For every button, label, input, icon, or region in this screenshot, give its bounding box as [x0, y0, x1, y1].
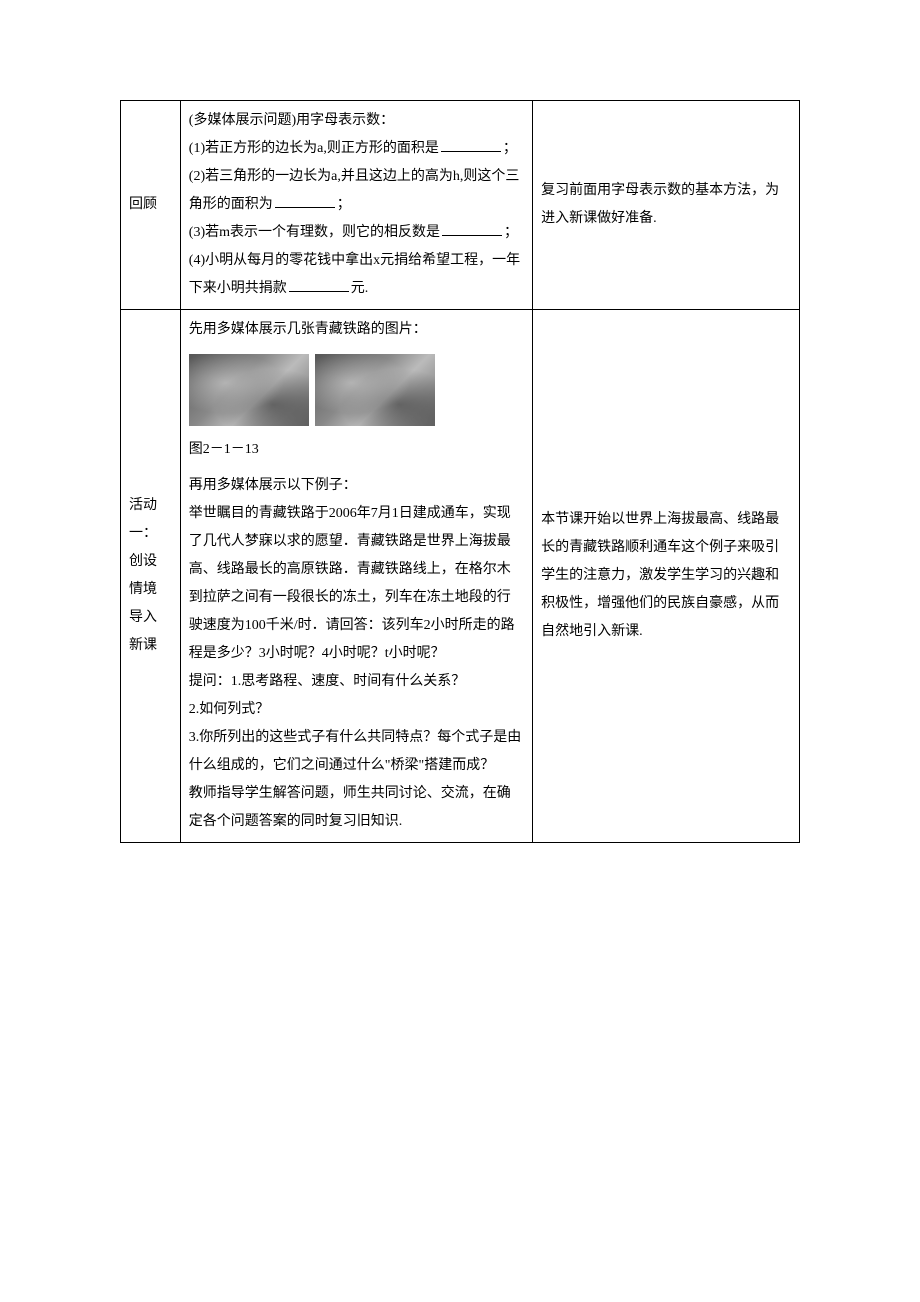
figure-caption: 图2－1－13: [189, 436, 524, 464]
content-line: (4)小明从每月的零花钱中拿出x元捐给希望工程，一年下来小明共捐款元.: [189, 247, 524, 303]
row-label: 回顾: [129, 197, 157, 212]
content-line: 举世瞩目的青藏铁路于2006年7月1日建成通车，实现了几代人梦寐以求的愿望．青藏…: [189, 500, 524, 668]
row-notes-cell: 本节课开始以世界上海拔最高、线路最长的青藏铁路顺利通车这个例子来吸引学生的注意力…: [533, 310, 800, 843]
content-line: 再用多媒体展示以下例子：: [189, 472, 524, 500]
content-line: 3.你所列出的这些式子有什么共同特点？每个式子是由什么组成的，它们之间通过什么"…: [189, 724, 524, 780]
fill-blank: [289, 278, 349, 292]
fill-blank: [275, 194, 335, 208]
label-line: 情境: [129, 576, 172, 604]
row-notes-cell: 复习前面用字母表示数的基本方法，为进入新课做好准备.: [533, 101, 800, 310]
railway-image-right: [315, 354, 435, 426]
label-line: 新课: [129, 632, 172, 660]
label-line: 活动: [129, 492, 172, 520]
lesson-plan-table: 回顾 (多媒体展示问题)用字母表示数： (1)若正方形的边长为a,则正方形的面积…: [120, 100, 800, 843]
railway-image-left: [189, 354, 309, 426]
table-row: 活动 一： 创设 情境 导入 新课 先用多媒体展示几张青藏铁路的图片： 图2－1…: [121, 310, 800, 843]
label-line: 创设: [129, 548, 172, 576]
label-line: 一：: [129, 520, 172, 548]
fill-blank: [442, 222, 502, 236]
row-label-cell: 回顾: [121, 101, 181, 310]
content-line: 提问：1.思考路程、速度、时间有什么关系？: [189, 668, 524, 696]
content-line: 教师指导学生解答问题，师生共同讨论、交流，在确定各个问题答案的同时复习旧知识.: [189, 780, 524, 836]
content-line: (3)若m表示一个有理数，则它的相反数是；: [189, 219, 524, 247]
content-line: (2)若三角形的一边长为a,并且这边上的高为h,则这个三角形的面积为；: [189, 163, 524, 219]
content-line: (1)若正方形的边长为a,则正方形的面积是；: [189, 135, 524, 163]
intro-text: 先用多媒体展示几张青藏铁路的图片：: [189, 316, 524, 344]
notes-text: 本节课开始以世界上海拔最高、线路最长的青藏铁路顺利通车这个例子来吸引学生的注意力…: [541, 506, 791, 646]
content-line: (多媒体展示问题)用字母表示数：: [189, 107, 524, 135]
row-label-cell: 活动 一： 创设 情境 导入 新课: [121, 310, 181, 843]
content-line: 2.如何列式？: [189, 696, 524, 724]
images-row: [189, 354, 524, 426]
label-line: 导入: [129, 604, 172, 632]
row-content-cell: (多媒体展示问题)用字母表示数： (1)若正方形的边长为a,则正方形的面积是； …: [180, 101, 532, 310]
notes-text: 复习前面用字母表示数的基本方法，为进入新课做好准备.: [541, 177, 791, 233]
table-row: 回顾 (多媒体展示问题)用字母表示数： (1)若正方形的边长为a,则正方形的面积…: [121, 101, 800, 310]
fill-blank: [441, 138, 501, 152]
row-content-cell: 先用多媒体展示几张青藏铁路的图片： 图2－1－13 再用多媒体展示以下例子： 举…: [180, 310, 532, 843]
